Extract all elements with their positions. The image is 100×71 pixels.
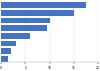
Bar [1, 33, 30, 39]
Bar [1, 56, 8, 62]
Bar [1, 2, 86, 8]
Bar [1, 18, 50, 23]
Bar [1, 25, 47, 31]
Bar [1, 41, 16, 46]
Bar [1, 10, 74, 16]
Bar [1, 48, 11, 54]
